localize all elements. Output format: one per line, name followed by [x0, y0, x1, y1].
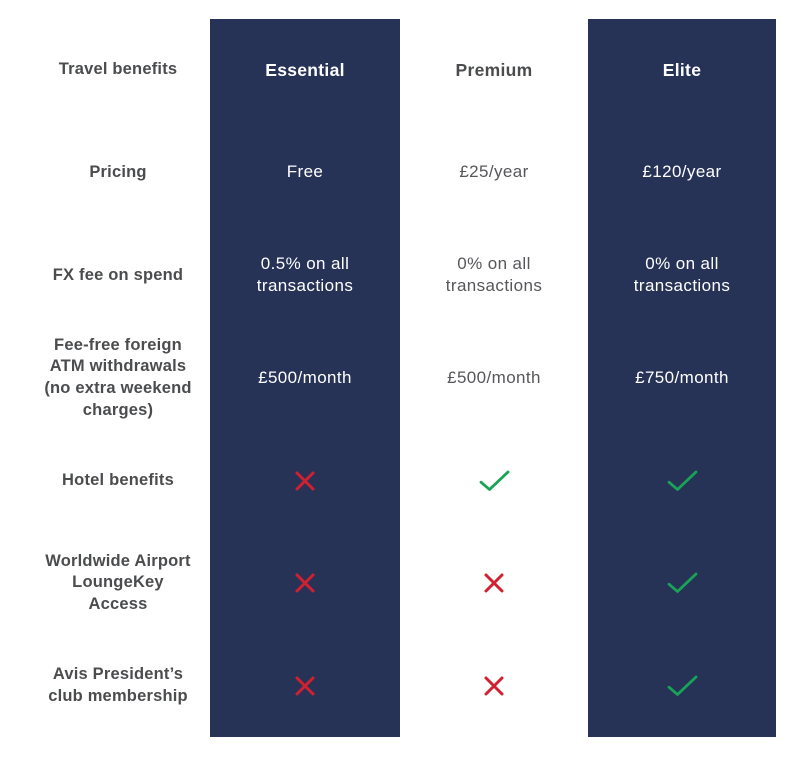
pricing-elite-value: £120/year: [642, 162, 722, 182]
cell-pricing-essential: Free: [210, 121, 400, 225]
check-icon: [666, 674, 699, 698]
table-title: Travel benefits: [58, 60, 178, 79]
column-header-essential: Essential: [210, 19, 400, 122]
row-label-atm-cell: Fee-free foreign ATM withdrawals (no ext…: [0, 327, 210, 430]
fx-fee-essential-value: 0.5% on all transactions: [256, 253, 354, 296]
cell-avis-essential: [210, 634, 400, 738]
fx-fee-elite-value: 0% on all transactions: [633, 253, 731, 296]
cross-icon: [294, 572, 316, 594]
row-label-avis-cell: Avis President’s club membership: [0, 635, 210, 738]
table-header-label-cell: Travel benefits: [0, 19, 210, 122]
cell-hotel-essential: [210, 429, 400, 532]
cell-lounge-premium: [400, 532, 588, 635]
atm-essential-value: £500/month: [258, 367, 352, 387]
row-label-lounge: Worldwide Airport LoungeKey Access: [45, 551, 191, 614]
cell-pricing-premium: £25/year: [400, 122, 588, 225]
fx-fee-premium-value: 0% on all transactions: [445, 253, 543, 296]
pricing-essential-value: Free: [286, 162, 324, 182]
check-icon: [666, 571, 699, 595]
cell-lounge-essential: [210, 531, 400, 635]
column-header-premium: Premium: [455, 59, 533, 80]
check-icon: [666, 469, 699, 493]
atm-elite-value: £750/month: [635, 367, 729, 387]
cell-lounge-elite: [588, 531, 776, 635]
cross-icon: [294, 470, 316, 492]
cell-hotel-elite: [588, 429, 776, 532]
row-label-pricing: Pricing: [89, 163, 147, 181]
cell-atm-elite: £750/month: [588, 326, 776, 430]
atm-premium-value: £500/month: [447, 367, 541, 387]
row-label-fx-fee: FX fee on spend: [52, 265, 184, 284]
cross-icon: [483, 675, 505, 697]
cell-fx-fee-premium: 0% on all transactions: [400, 224, 588, 327]
cell-fx-fee-essential: 0.5% on all transactions: [210, 224, 400, 327]
cell-hotel-premium: [400, 429, 588, 532]
row-label-hotel: Hotel benefits: [62, 470, 174, 489]
check-icon: [478, 469, 511, 493]
row-label-atm: Fee-free foreign ATM withdrawals (no ext…: [44, 335, 192, 419]
cell-pricing-elite: £120/year: [588, 121, 776, 225]
cell-avis-premium: [400, 635, 588, 738]
row-label-lounge-cell: Worldwide Airport LoungeKey Access: [0, 532, 210, 635]
row-label-pricing-cell: Pricing: [0, 122, 210, 225]
comparison-table: Travel benefits Essential Premium Elite …: [0, 19, 776, 738]
cross-icon: [294, 675, 316, 697]
row-label-fx-fee-cell: FX fee on spend: [0, 224, 210, 327]
cell-atm-premium: £500/month: [400, 327, 588, 430]
row-label-hotel-cell: Hotel benefits: [0, 429, 210, 532]
cross-icon: [483, 572, 505, 594]
row-label-avis: Avis President’s club membership: [48, 665, 188, 705]
cell-fx-fee-elite: 0% on all transactions: [588, 224, 776, 327]
cell-avis-elite: [588, 634, 776, 738]
pricing-premium-value: £25/year: [459, 162, 529, 182]
cell-atm-essential: £500/month: [210, 326, 400, 430]
column-header-elite: Elite: [588, 19, 776, 122]
